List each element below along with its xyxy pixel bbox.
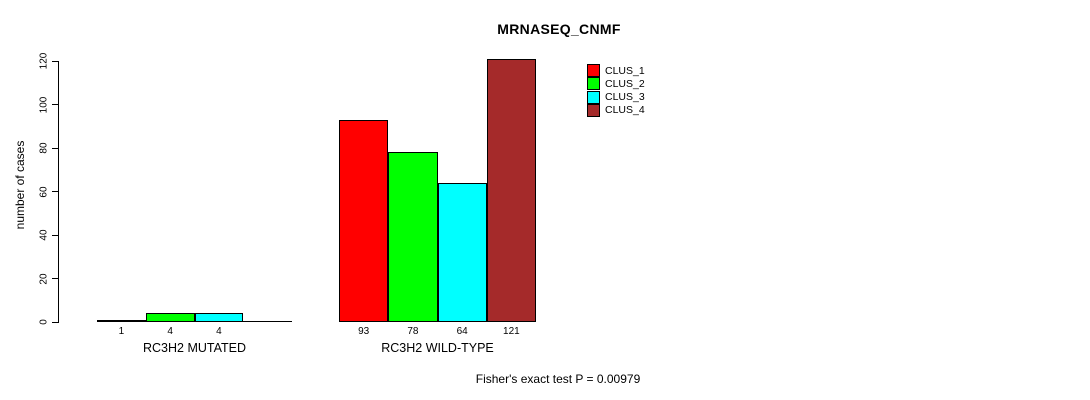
bar-clus-2 bbox=[145, 313, 195, 322]
group-label: RC3H2 WILD-TYPE bbox=[381, 341, 494, 355]
bar-clus-1 bbox=[339, 120, 389, 322]
y-axis-tick bbox=[52, 147, 59, 149]
y-axis-tick bbox=[52, 278, 59, 279]
y-axis-tick-label: 20 bbox=[38, 272, 50, 285]
bar-value-label: 4 bbox=[167, 326, 173, 337]
legend-label: CLUS_4 bbox=[605, 104, 645, 117]
group-label: RC3H2 MUTATED bbox=[142, 341, 247, 355]
legend-label: CLUS_2 bbox=[605, 77, 645, 90]
y-axis-tick-label: 120 bbox=[38, 52, 50, 70]
y-axis-tick-label: 40 bbox=[38, 229, 50, 241]
bar-value-label: 121 bbox=[503, 326, 520, 337]
bar-value-label: 4 bbox=[216, 326, 222, 337]
y-axis-tick bbox=[52, 234, 59, 236]
y-axis-tick bbox=[52, 321, 59, 323]
y-axis-tick-label: 0 bbox=[38, 319, 50, 325]
legend-label: CLUS_1 bbox=[605, 64, 645, 77]
bar-clus-1 bbox=[97, 320, 146, 322]
legend-swatch-clus-4 bbox=[587, 103, 600, 117]
y-axis-tick-label: 60 bbox=[38, 185, 50, 198]
y-axis-label: number of cases bbox=[13, 140, 27, 230]
legend-swatch-clus-3 bbox=[587, 90, 600, 104]
y-axis-tick-label: 100 bbox=[38, 96, 50, 113]
bar-clus-3 bbox=[194, 313, 244, 322]
y-axis-tick bbox=[52, 104, 59, 105]
y-axis-tick bbox=[52, 191, 59, 192]
bar-clus-2 bbox=[388, 152, 438, 322]
y-axis-tick-label: 80 bbox=[38, 142, 50, 154]
legend-label: CLUS_3 bbox=[605, 91, 645, 104]
bar-clus-4 bbox=[486, 59, 536, 322]
legend-swatch-clus-2 bbox=[587, 77, 600, 91]
chart-title: MRNASEQ_CNMF bbox=[497, 21, 621, 37]
bar-clus-3 bbox=[437, 183, 487, 322]
bar-clus-4 bbox=[243, 321, 292, 322]
bar-value-label: 64 bbox=[456, 326, 468, 337]
legend-swatch-clus-1 bbox=[587, 64, 600, 77]
bar-value-label: 78 bbox=[407, 326, 419, 337]
bar-value-label: 93 bbox=[358, 326, 370, 337]
y-axis-tick bbox=[52, 60, 59, 62]
bar-value-label: 1 bbox=[118, 326, 125, 337]
stat-annotation: Fisher's exact test P = 0.00979 bbox=[475, 372, 641, 386]
